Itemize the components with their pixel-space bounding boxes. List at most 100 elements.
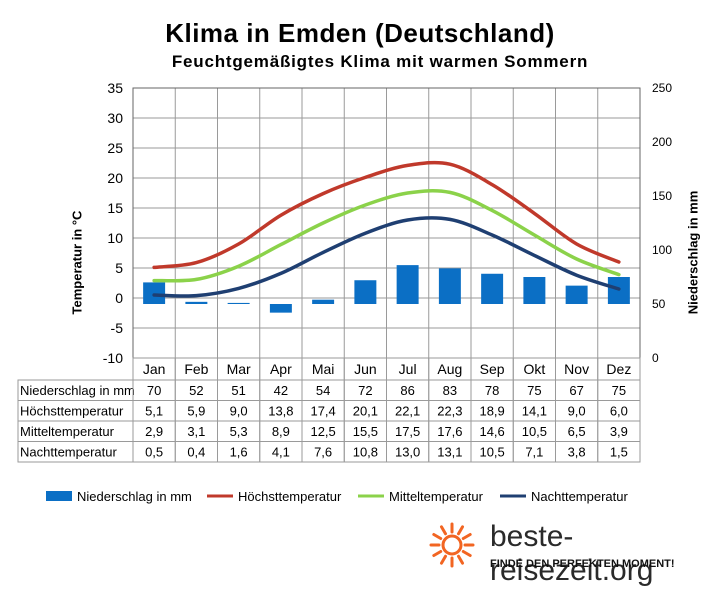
table-value: 0,5 — [145, 445, 163, 460]
sun-disc — [441, 534, 463, 556]
precipitation-bar — [396, 265, 419, 304]
table-value: 75 — [527, 383, 541, 398]
y-tick-left: 35 — [107, 80, 123, 96]
y-tick-left: 15 — [107, 200, 123, 216]
table-value: 78 — [485, 383, 499, 398]
table-value: 20,1 — [353, 404, 378, 419]
table-value: 7,6 — [314, 445, 332, 460]
y-tick-right: 50 — [652, 297, 666, 311]
table-value: 12,5 — [310, 424, 335, 439]
table-value: 10,8 — [353, 445, 378, 460]
y-tick-left: -5 — [111, 320, 124, 336]
precipitation-bar — [227, 302, 250, 304]
precipitation-bar — [523, 277, 546, 304]
y-tick-left: 30 — [107, 110, 123, 126]
table-row-label: Nachttemperatur — [20, 445, 117, 460]
brand-name[interactable]: beste-reisezeit.org — [490, 520, 654, 587]
table-value: 9,0 — [230, 404, 248, 419]
line-mitteltemperatur — [152, 189, 621, 283]
table-value: 52 — [189, 383, 203, 398]
table-value: 7,1 — [525, 445, 543, 460]
table-value: 13,8 — [268, 404, 293, 419]
table-value: 51 — [231, 383, 245, 398]
table-value: 13,1 — [437, 445, 462, 460]
legend: Niederschlag in mm Höchsttemperatur Mittel… — [46, 489, 628, 504]
precipitation-bar — [269, 304, 292, 313]
y-tick-right: 150 — [652, 189, 672, 203]
table-row-label: Mitteltemperatur — [20, 424, 115, 439]
sun-ray — [457, 554, 464, 565]
line-nachttemperatur — [152, 216, 621, 298]
y-tick-right: 0 — [652, 351, 659, 365]
table-value: 4,1 — [272, 445, 290, 460]
table-value: 22,1 — [395, 404, 420, 419]
table-value: 42 — [274, 383, 288, 398]
y-tick-right: 200 — [652, 135, 672, 149]
precipitation-bar — [312, 299, 335, 304]
precipitation-bar — [185, 301, 208, 304]
precipitation-bar — [354, 280, 377, 304]
table-value: 1,6 — [230, 445, 248, 460]
table-row-label: Höchsttemperatur — [20, 404, 124, 419]
temperature-lines — [152, 160, 621, 298]
sun-icon — [429, 522, 475, 568]
table-value: 3,8 — [568, 445, 586, 460]
table-value: 22,3 — [437, 404, 462, 419]
month-label: Okt — [523, 361, 545, 377]
table-value: 1,5 — [610, 445, 628, 460]
legend-swatch-bar — [46, 491, 72, 501]
month-label: Mai — [312, 361, 335, 377]
y-tick-left: 5 — [115, 260, 123, 276]
month-label: Aug — [437, 361, 462, 377]
month-label: Apr — [270, 361, 292, 377]
sun-ray — [432, 550, 443, 557]
table-value: 2,9 — [145, 424, 163, 439]
table-value: 6,0 — [610, 404, 628, 419]
table-value: 18,9 — [479, 404, 504, 419]
month-label: Jun — [354, 361, 377, 377]
table-value: 70 — [147, 383, 161, 398]
y-tick-left: 0 — [115, 290, 123, 306]
precipitation-bar — [481, 273, 504, 304]
sun-ray — [457, 525, 464, 536]
table-cell — [597, 441, 641, 463]
table-value: 13,0 — [395, 445, 420, 460]
table-value: 14,1 — [522, 404, 547, 419]
line-h-chsttemperatur — [152, 160, 621, 270]
y-tick-left: 20 — [107, 170, 123, 186]
table-value: 5,3 — [230, 424, 248, 439]
table-value: 72 — [358, 383, 372, 398]
sun-ray — [461, 550, 472, 557]
table-value: 67 — [569, 383, 583, 398]
table-value: 10,5 — [522, 424, 547, 439]
sun-ray — [440, 554, 447, 565]
table-value: 75 — [612, 383, 626, 398]
table-value: 54 — [316, 383, 330, 398]
table-value: 10,5 — [479, 445, 504, 460]
y-tick-right: 100 — [652, 243, 672, 257]
table-value: 17,5 — [395, 424, 420, 439]
precipitation-bar — [438, 268, 461, 304]
month-label: Feb — [184, 361, 208, 377]
y-tick-left: 25 — [107, 140, 123, 156]
sun-ray — [461, 533, 472, 540]
table-row-label: Niederschlag in mm — [20, 383, 135, 398]
table-value: 17,6 — [437, 424, 462, 439]
y-tick-left: -10 — [103, 350, 123, 366]
table-value: 14,6 — [479, 424, 504, 439]
table-value: 9,0 — [568, 404, 586, 419]
y-tick-right: 250 — [652, 81, 672, 95]
precipitation-bar — [143, 282, 166, 304]
y-tick-left: 10 — [107, 230, 123, 246]
month-label: Dez — [606, 361, 631, 377]
sun-ray — [440, 525, 447, 536]
table-value: 17,4 — [310, 404, 335, 419]
month-label: Jul — [399, 361, 417, 377]
table-value: 83 — [443, 383, 457, 398]
table-value: 86 — [400, 383, 414, 398]
legend-label: Höchsttemperatur — [238, 489, 342, 504]
table-value: 8,9 — [272, 424, 290, 439]
legend-label: Niederschlag in mm — [77, 489, 192, 504]
table-value: 0,4 — [187, 445, 205, 460]
